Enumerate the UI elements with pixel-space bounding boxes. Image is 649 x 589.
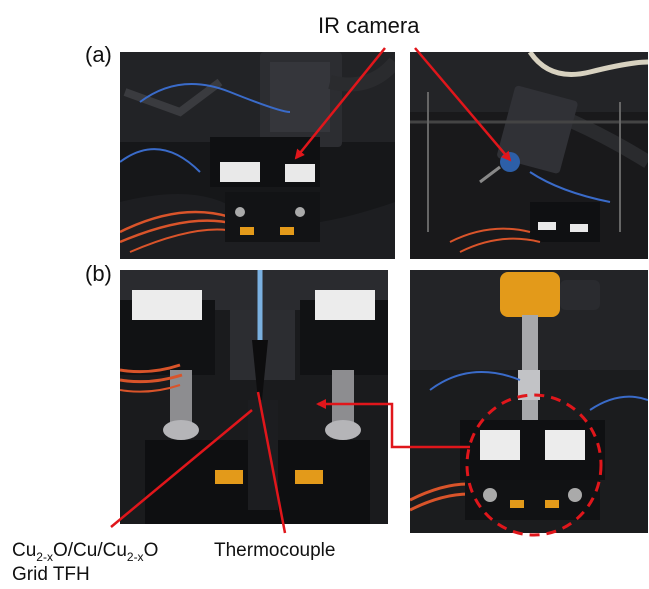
tfh-text-line2: Grid TFH (12, 564, 90, 586)
tfh-sub-2: 2-x (126, 549, 144, 564)
tfh-sub-1: 2-x (36, 549, 53, 564)
ir-camera-label: IR camera (318, 13, 420, 38)
panel-a-label: (a) (85, 42, 112, 67)
panel-b-label: (b) (85, 261, 112, 286)
photo-b-right-setup (410, 270, 648, 533)
tfh-text-mid: O/Cu/Cu (52, 540, 127, 561)
photo-a-left-setup (120, 52, 395, 259)
photo-a-right-setup (410, 52, 648, 259)
thermocouple-caption: Thermocouple (214, 540, 336, 561)
tfh-text-suffix: O (143, 540, 159, 561)
photo-b-left-closeup (120, 270, 388, 524)
tfh-text-prefix: Cu (12, 540, 37, 561)
tfh-caption: Cu2-xO/Cu/Cu2-xO Grid TFH (12, 540, 158, 587)
